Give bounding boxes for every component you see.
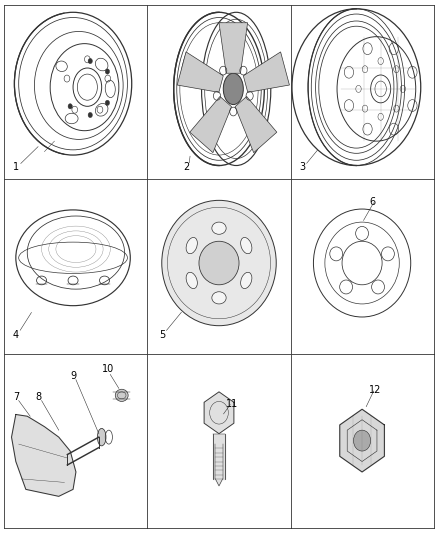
Text: 12: 12 — [369, 385, 381, 395]
Circle shape — [88, 112, 92, 118]
Circle shape — [105, 100, 110, 106]
Ellipse shape — [97, 429, 106, 446]
Text: 8: 8 — [36, 392, 42, 402]
Circle shape — [353, 430, 371, 451]
Ellipse shape — [223, 73, 244, 104]
Polygon shape — [235, 96, 277, 152]
Ellipse shape — [186, 272, 198, 288]
Polygon shape — [11, 415, 76, 496]
Polygon shape — [219, 23, 247, 73]
Text: 1: 1 — [13, 163, 19, 173]
Polygon shape — [204, 392, 234, 434]
Ellipse shape — [162, 200, 276, 326]
Text: 4: 4 — [13, 329, 19, 340]
Ellipse shape — [199, 241, 239, 285]
Ellipse shape — [240, 272, 252, 288]
Text: 7: 7 — [13, 392, 19, 402]
Polygon shape — [244, 52, 290, 92]
Text: 11: 11 — [226, 399, 238, 409]
Text: 10: 10 — [102, 365, 114, 375]
Polygon shape — [177, 52, 223, 92]
Ellipse shape — [212, 292, 226, 304]
Text: 5: 5 — [159, 329, 165, 340]
Polygon shape — [213, 434, 225, 479]
Text: 2: 2 — [183, 163, 190, 173]
Text: 6: 6 — [369, 197, 375, 207]
Ellipse shape — [212, 222, 226, 235]
Ellipse shape — [186, 238, 198, 254]
Polygon shape — [215, 479, 223, 486]
Circle shape — [105, 69, 110, 74]
Text: 3: 3 — [299, 163, 305, 173]
Text: 9: 9 — [70, 372, 76, 382]
Circle shape — [68, 104, 72, 109]
Ellipse shape — [240, 238, 252, 254]
Polygon shape — [340, 409, 385, 472]
Circle shape — [88, 59, 92, 63]
Ellipse shape — [115, 389, 128, 401]
Polygon shape — [190, 96, 232, 152]
